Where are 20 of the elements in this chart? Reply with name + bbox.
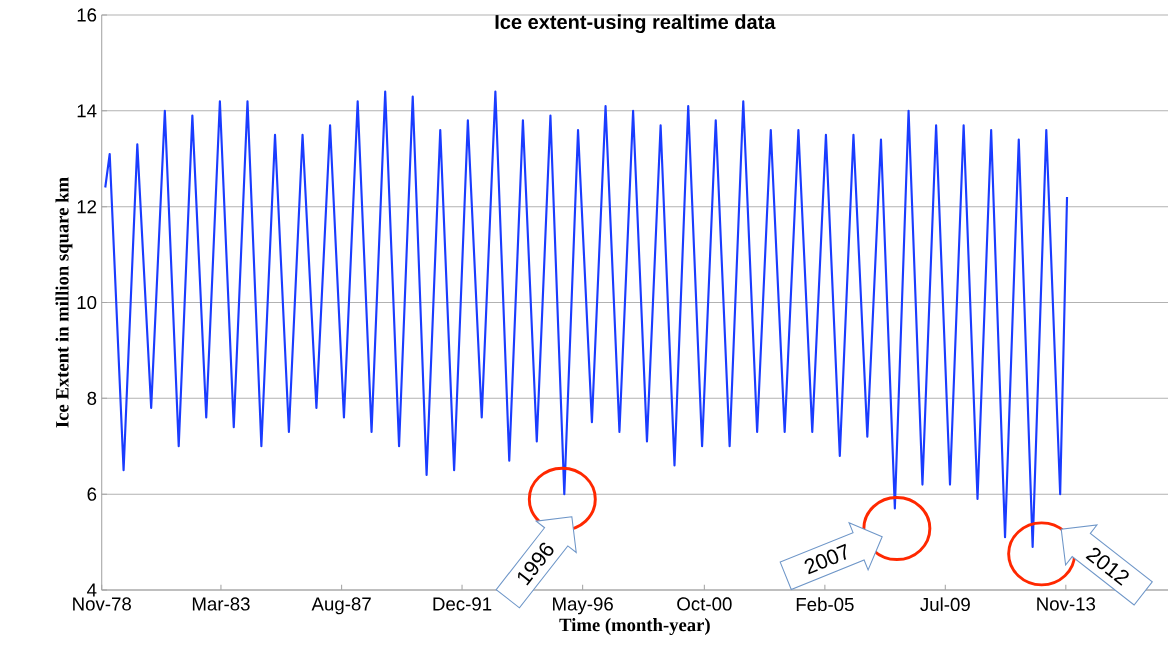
annotation: 2007 (804, 543, 847, 575)
x-tick-label: Nov-13 (1037, 597, 1096, 611)
y-tick-label: 10 (77, 295, 97, 310)
y-tick-label: 4 (87, 583, 97, 597)
chart-title: Ice extent-using realtime data (495, 14, 776, 34)
x-tick-label: Aug-87 (311, 597, 371, 615)
x-tick-label: Feb-05 (796, 597, 854, 612)
x-tick-label: Dec-91 (433, 597, 492, 611)
x-tick-label: Mar-83 (192, 597, 250, 611)
x-axis-title: Time (month-year) (559, 618, 710, 636)
x-tick-label: Nov-78 (73, 597, 131, 611)
y-tick-label: 12 (77, 200, 97, 214)
y-tick-label: 14 (77, 104, 97, 118)
y-tick-label: 6 (87, 487, 97, 501)
x-tick-label: Oct-00 (677, 597, 732, 611)
x-tick-label: Jul-09 (920, 597, 970, 612)
y-tick-label: 16 (77, 8, 97, 22)
y-axis-title: Ice Extent in million square km (55, 177, 73, 428)
x-tick-label: May-96 (553, 597, 613, 615)
y-tick-label: 8 (87, 391, 97, 405)
